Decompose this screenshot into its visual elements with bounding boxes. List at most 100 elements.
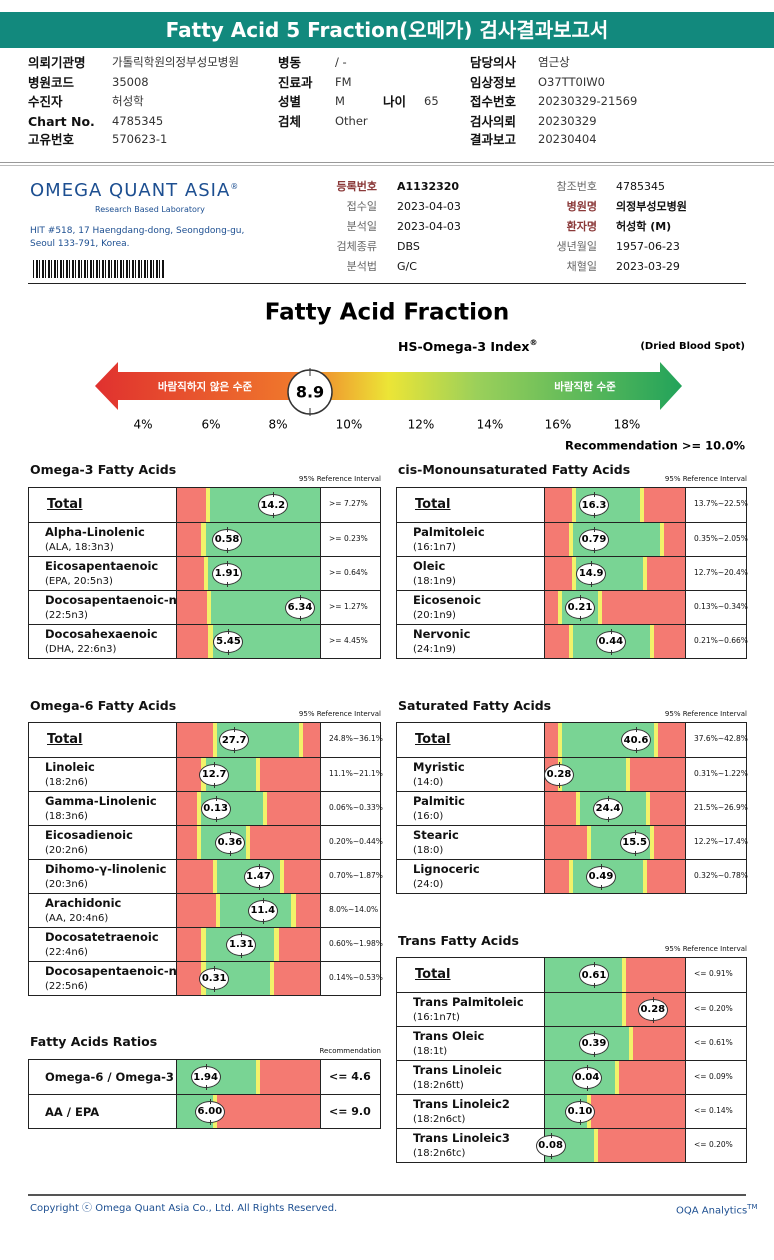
reference: 13.7%~22.5% (694, 499, 748, 508)
registered-mark: ® (529, 338, 537, 347)
field-label: 분석일 (346, 220, 377, 233)
reference: <= 0.14% (694, 1106, 733, 1115)
row-sub: (20:3n6) (45, 879, 88, 890)
gauge-zone (267, 792, 320, 825)
field-label: 생년월일 (556, 240, 597, 253)
gauge-zone (177, 928, 202, 961)
row-name: Myristic (413, 760, 465, 774)
row-name: Alpha-Linolenic (45, 525, 145, 539)
info-value: 가톨릭학원의정부성모병원 (112, 55, 239, 69)
gauge-zone (207, 591, 212, 624)
gauge: 40.6 (544, 723, 686, 757)
scale-label: 10% (336, 418, 363, 432)
row-sub: (24:1n9) (413, 644, 456, 655)
value-marker: 12.7 (199, 761, 230, 788)
reference: 0.06%~0.33% (329, 803, 383, 812)
gauge-zone (215, 894, 220, 927)
row-name: Dihomo-γ-linolenic (45, 862, 167, 876)
field-value: 2023-03-29 (616, 260, 680, 273)
ref-header: Recommendation (319, 1047, 381, 1055)
gauge-zone (177, 557, 205, 590)
gauge-zone (650, 625, 655, 658)
reference: 0.60%~1.98% (329, 939, 383, 948)
brand-name: OQA Analytics (676, 1205, 748, 1217)
field-value: 의정부성모병원 (616, 200, 687, 213)
panel-title: cis-Monounsaturated Fatty Acids (398, 462, 631, 477)
reference: 12.2%~17.4% (694, 837, 748, 846)
gauge-zone (545, 723, 558, 757)
value-marker: 6.00 (194, 1098, 225, 1125)
gauge-zone (622, 958, 627, 992)
scale-label: 4% (133, 418, 152, 432)
value-marker: 1.47 (243, 863, 274, 890)
row-name: AA / EPA (45, 1105, 100, 1119)
value-marker: 0.79 (579, 526, 609, 553)
gauge-zone (633, 1027, 685, 1060)
row-name: Total (415, 732, 451, 747)
info-label: 나이 (383, 94, 407, 109)
reference: 12.7%~20.4% (694, 568, 748, 577)
row-sub: (AA, 20:4n6) (45, 913, 109, 924)
gauge-zone (545, 523, 569, 556)
gauge-zone (630, 758, 685, 791)
reference: <= 0.20% (694, 1140, 733, 1149)
info-label: 병원코드 (28, 75, 75, 90)
gauge-zone (255, 758, 260, 791)
gauge: 11.4 (176, 894, 321, 927)
info-label: Chart No. (28, 114, 95, 129)
info-value: 35008 (112, 75, 149, 89)
gauge-zone (201, 523, 206, 556)
reference: 0.35%~2.05% (694, 534, 748, 543)
field-label: 접수일 (346, 200, 377, 213)
info-value: 허성학 (112, 94, 144, 108)
gauge-zone (295, 894, 320, 927)
field-value: 2023-04-03 (397, 200, 461, 213)
gauge: 0.28 (544, 758, 686, 791)
table-row: Dihomo-γ-linolenic (20:3n6) 1.47 0.70%~1.87… (29, 859, 383, 893)
info-value: FM (335, 75, 352, 89)
value-marker: 1.94 (190, 1064, 221, 1090)
gauge: 0.36 (176, 826, 321, 859)
gauge-zone (291, 894, 296, 927)
info-label: 접수번호 (470, 94, 517, 109)
gauge-zone (298, 723, 303, 757)
gauge-zone (212, 860, 218, 893)
gauge-zone (208, 625, 213, 658)
gauge-zone (568, 523, 573, 556)
row-name: Arachidonic (45, 896, 122, 910)
index-arrow (95, 362, 682, 410)
panel-title: Trans Fatty Acids (398, 933, 519, 948)
report-title: Fatty Acid 5 Fraction(오메가) 검사결과보고서 (165, 18, 609, 42)
info-value: O37TT0IW0 (538, 75, 605, 89)
gauge-zone (177, 826, 198, 859)
gauge-zone (177, 860, 213, 893)
info-label: 병동 (278, 55, 302, 70)
registered-mark: ® (230, 182, 240, 191)
gauge: 0.79 (544, 523, 686, 556)
gauge-zone (278, 928, 320, 961)
table-row: Alpha-Linolenic (ALA, 18:3n3) 0.58 >= 0.23% (29, 522, 380, 556)
table-row: Trans Oleic (18:1t) 0.39 <= 0.61% (397, 1026, 746, 1060)
panel-title: Omega-6 Fatty Acids (30, 698, 177, 713)
table-row: Docosahexaenoic (DHA, 22:6n3) 5.45 >= 4.45% (29, 624, 380, 658)
gauge-zone (197, 826, 202, 859)
gauge-zone (545, 625, 569, 658)
gauge-zone (568, 860, 573, 893)
section-title: Fatty Acid Fraction (265, 300, 509, 326)
info-label: 검체 (278, 114, 302, 129)
value-marker: 0.39 (579, 1030, 609, 1057)
gauge: 0.39 (544, 1027, 686, 1060)
lab-name: OMEGA QUANT ASIA (30, 180, 231, 201)
gauge: 6.00 (176, 1095, 321, 1128)
gauge-zone (269, 962, 275, 995)
value-marker: 0.49 (586, 863, 616, 890)
scale-label: 8% (268, 418, 287, 432)
gauge-zone (626, 758, 631, 791)
divider (0, 162, 774, 163)
gauge-zone (249, 826, 320, 859)
table-row: Eicosadienoic (20:2n6) 0.36 0.20%~0.44% (29, 825, 383, 859)
reference: 0.31%~1.22% (694, 769, 748, 778)
gauge-zone (205, 488, 210, 522)
reference: <= 4.6 (329, 1070, 371, 1083)
value-marker: 0.04 (572, 1064, 602, 1091)
